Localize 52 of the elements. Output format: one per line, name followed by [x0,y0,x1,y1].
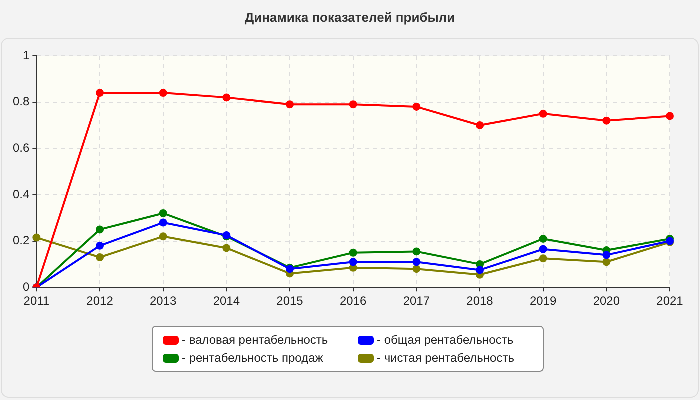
point [159,209,168,218]
point [349,248,358,257]
x-tick-label: 2014 [213,294,240,308]
x-tick-label: 2018 [466,294,494,308]
point [286,100,294,109]
x-tick-label: 2019 [530,294,558,308]
point [666,112,674,120]
point [539,234,548,243]
y-tick-label: 0.6 [12,140,30,155]
x-tick-label: 2013 [150,294,178,308]
point [159,218,168,227]
x-tick-label: 2017 [403,294,430,308]
x-tick-label: 2011 [24,294,50,308]
point [222,244,231,252]
point [412,265,421,274]
point [222,94,231,102]
x-tick-label: 2016 [340,294,368,308]
y-tick-label: 0 [22,280,30,294]
x-tick-label: 2020 [593,294,620,308]
point [349,258,358,266]
point [159,232,168,241]
legend-label: - валовая рентабельность [182,333,328,347]
legend-label: - общая рентабельность [377,333,514,347]
point [476,121,484,130]
point [412,248,421,256]
point [96,253,104,262]
x-tick-label: 2021 [656,294,684,308]
legend-label: - рентабельность продаж [182,351,324,365]
y-tick-label: 0.2 [12,234,30,248]
point [412,258,421,266]
point [349,100,358,109]
point [602,251,611,260]
chart-title: Динамика показателей прибыли [244,10,456,25]
point [32,234,41,242]
point [602,258,611,266]
point [476,260,484,268]
point [539,254,548,263]
point [476,266,484,274]
y-tick-label: 1 [22,48,30,62]
point [96,242,104,250]
point [539,245,548,254]
point [602,116,611,125]
point [159,89,168,98]
y-tick-label: 0.8 [12,94,30,109]
x-tick-label: 2015 [276,294,304,308]
y-tick-label: 0.4 [12,187,30,202]
legend-label: - чистая рентабельность [377,351,514,365]
point [412,102,421,111]
point [539,110,548,118]
point [96,226,104,234]
x-tick-label: 2012 [86,294,114,308]
point [96,89,104,98]
